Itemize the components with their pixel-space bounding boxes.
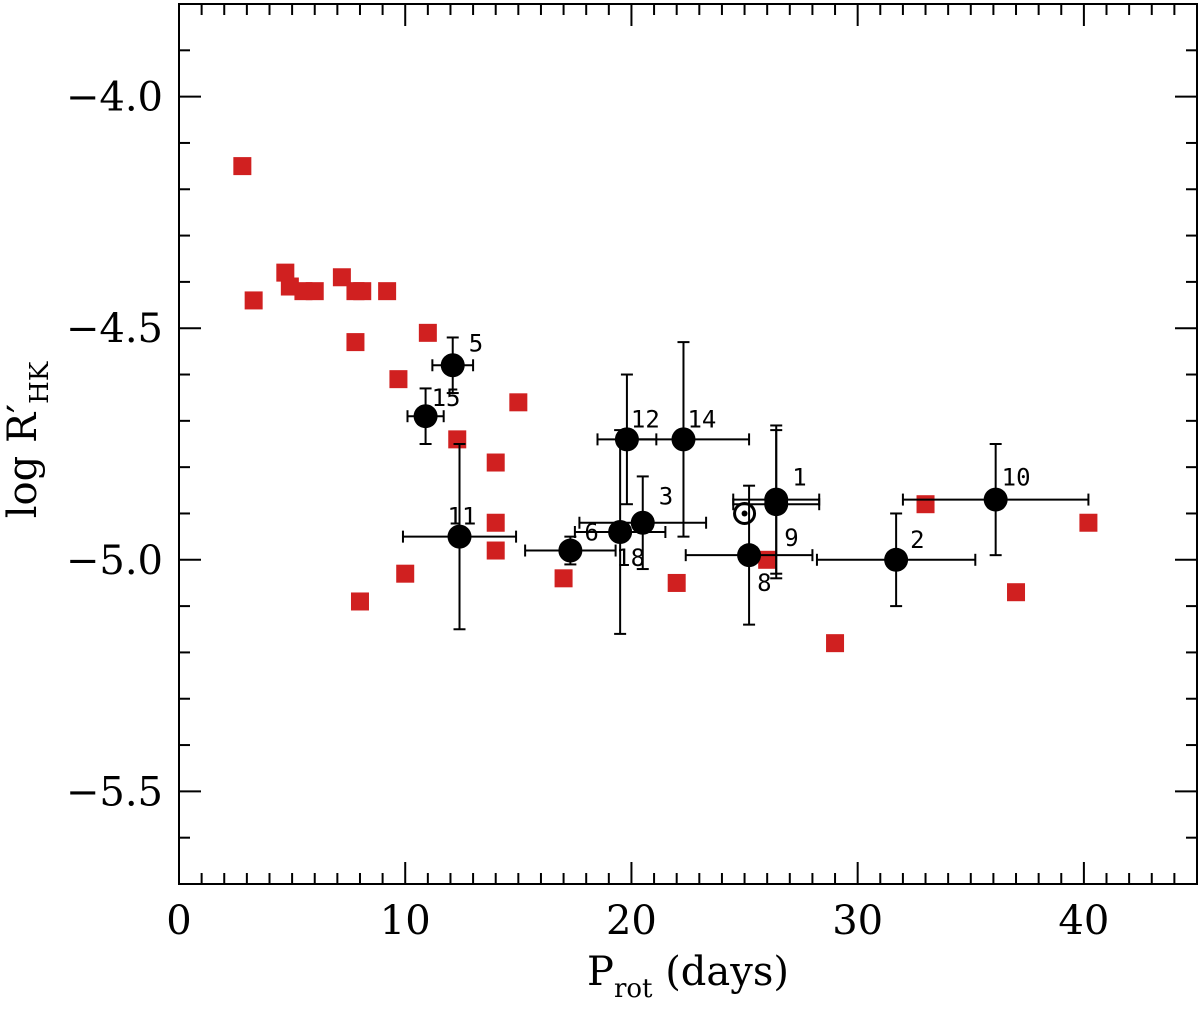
comparison-star-point bbox=[276, 263, 295, 282]
comparison-star-point bbox=[332, 268, 351, 287]
program-star-point bbox=[983, 487, 1008, 512]
star-id-label: 12 bbox=[631, 405, 660, 433]
star-labels: 5 15 12 14 1 9 3 18 6 11 8 2 10 bbox=[432, 329, 1031, 597]
star-id-label: 11 bbox=[448, 503, 477, 531]
program-star-point bbox=[413, 404, 438, 429]
program-star-point bbox=[614, 427, 639, 452]
comparison-star-point bbox=[1079, 513, 1098, 532]
comparison-star-point bbox=[389, 370, 408, 389]
star-id-label: 1 bbox=[792, 464, 806, 492]
comparison-star-point bbox=[418, 323, 437, 342]
comparison-stars bbox=[233, 157, 1098, 653]
y-tick-label: −4.5 bbox=[66, 306, 163, 352]
error-bars bbox=[401, 336, 1090, 635]
plot-frame bbox=[178, 3, 1198, 885]
star-id-label: 10 bbox=[1002, 464, 1031, 492]
comparison-star-point bbox=[916, 495, 935, 514]
star-id-label: 8 bbox=[757, 569, 771, 597]
x-tick-label: 40 bbox=[1058, 898, 1109, 944]
program-stars bbox=[413, 353, 1008, 572]
comparison-star-point bbox=[353, 282, 372, 301]
comparison-star-point bbox=[486, 541, 505, 560]
x-tick-label: 10 bbox=[380, 898, 431, 944]
y-tick-label: −5.0 bbox=[66, 538, 163, 584]
x-tick-label: 30 bbox=[832, 898, 883, 944]
star-id-label: 14 bbox=[687, 405, 716, 433]
comparison-star-point bbox=[486, 513, 505, 532]
comparison-star-point bbox=[233, 157, 252, 176]
program-star-point bbox=[671, 427, 696, 452]
comparison-star-point bbox=[826, 634, 845, 653]
sun-marker-dot bbox=[741, 510, 748, 517]
x-tick-label: 20 bbox=[606, 898, 657, 944]
comparison-star-point bbox=[554, 569, 573, 588]
star-id-label: 3 bbox=[659, 483, 673, 511]
x-tick-label: 0 bbox=[166, 898, 191, 944]
comparison-star-point bbox=[509, 393, 528, 412]
sun-marker-ring bbox=[733, 501, 757, 525]
comparison-star-point bbox=[396, 564, 415, 583]
comparison-star-point bbox=[378, 282, 397, 301]
program-star-point bbox=[764, 492, 789, 517]
program-star-point bbox=[737, 543, 762, 568]
tick-labels: 0 10 20 30 40 −4.0 −4.5 −5.0 −5.5 bbox=[66, 75, 1109, 944]
axis-ticks bbox=[178, 3, 1198, 885]
comparison-star-point bbox=[350, 592, 369, 611]
program-star-point bbox=[630, 510, 655, 535]
comparison-star-point bbox=[667, 573, 686, 592]
comparison-star-point bbox=[1007, 583, 1026, 602]
y-axis-label: log R′HK bbox=[0, 361, 55, 518]
sun-symbol bbox=[733, 501, 757, 525]
star-id-label: 2 bbox=[910, 526, 924, 554]
y-tick-label: −5.5 bbox=[66, 769, 163, 815]
star-id-label: 15 bbox=[432, 384, 461, 412]
x-axis-label: Prot (days) bbox=[587, 949, 789, 1004]
star-id-label: 9 bbox=[784, 524, 798, 552]
comparison-star-point bbox=[244, 291, 263, 310]
comparison-star-point bbox=[448, 430, 467, 449]
program-star-point bbox=[440, 353, 465, 378]
comparison-star-point bbox=[305, 282, 324, 301]
star-id-label: 5 bbox=[469, 329, 483, 357]
star-id-label: 18 bbox=[616, 544, 645, 572]
program-star-point bbox=[884, 547, 909, 572]
y-tick-label: −4.0 bbox=[66, 75, 163, 121]
comparison-star-point bbox=[346, 333, 365, 352]
star-id-label: 6 bbox=[584, 519, 598, 547]
program-star-point bbox=[558, 538, 583, 563]
comparison-star-point bbox=[486, 453, 505, 472]
comparison-star-point bbox=[280, 277, 299, 296]
program-star-point bbox=[608, 520, 633, 544]
program-star-point bbox=[447, 524, 472, 549]
